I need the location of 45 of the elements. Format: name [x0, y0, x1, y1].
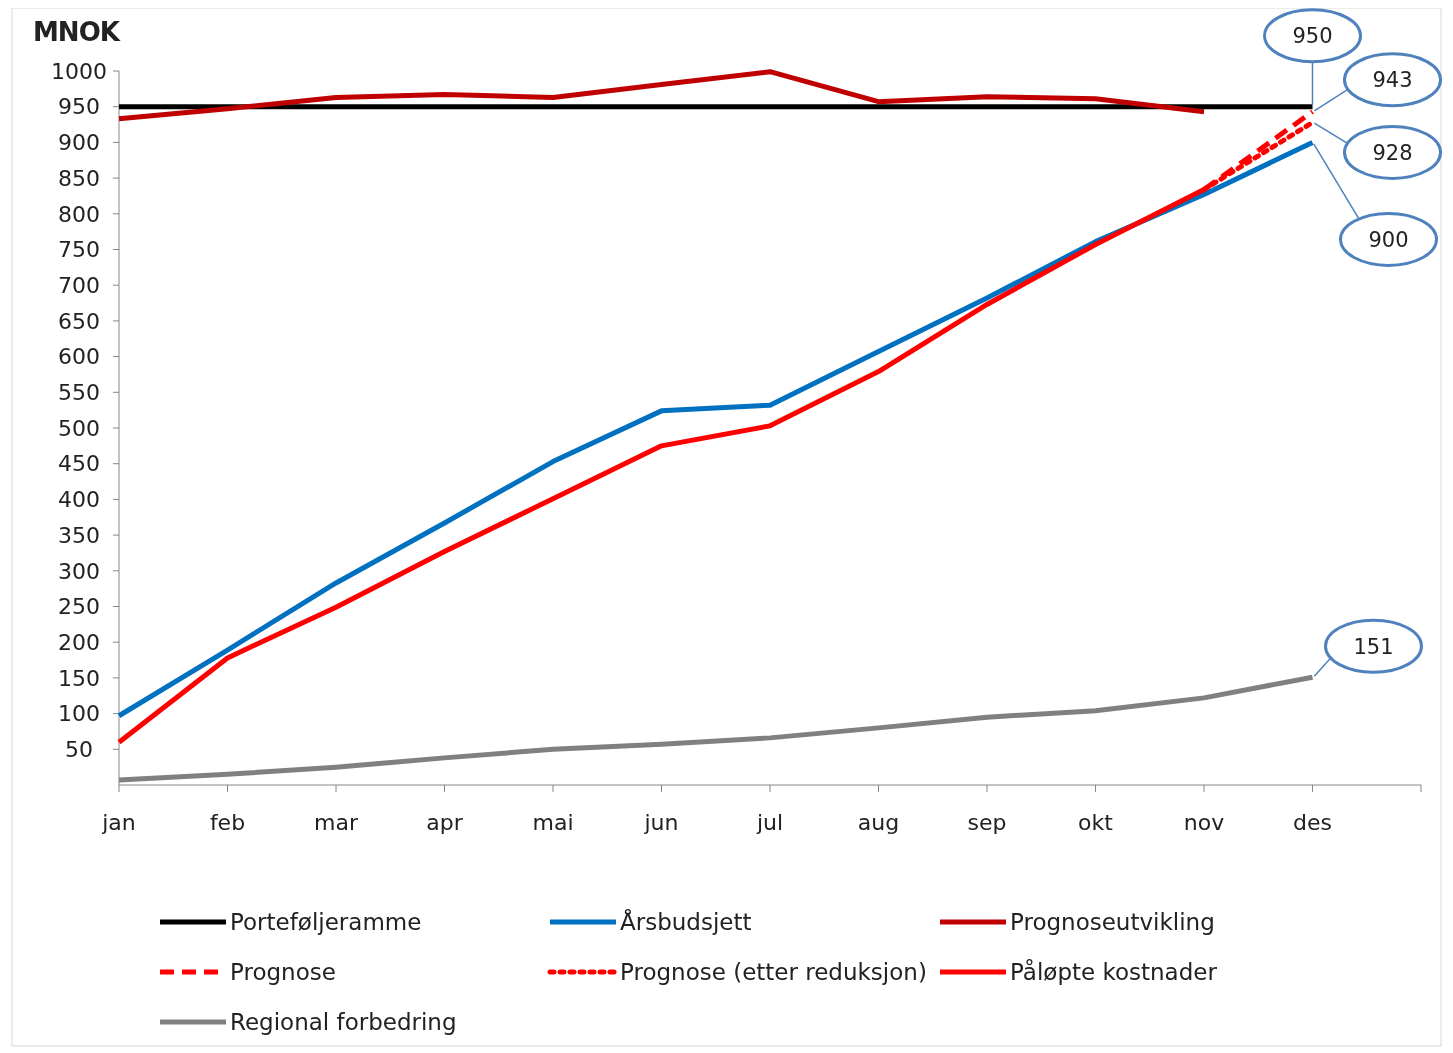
y-tick-label: 900 [58, 130, 100, 156]
y-tick-label: 600 [58, 344, 100, 370]
x-tick-label: feb [209, 810, 246, 835]
legend-label: Påløpte kostnader [1010, 958, 1218, 986]
annotation: 928 [1372, 140, 1413, 165]
legend-label: Prognoseutvikling [1010, 909, 1215, 936]
legend-label: Porteføljeramme [230, 909, 422, 936]
x-tick-label: des [1293, 810, 1332, 835]
y-tick-label: 450 [58, 451, 100, 477]
x-tick-label: aug [857, 810, 900, 835]
x-tick-label: apr [426, 810, 464, 835]
y-tick-label: 50 [65, 737, 93, 762]
x-tick-label: jan [101, 810, 136, 835]
y-tick-label: 500 [58, 415, 100, 441]
y-tick-label: 100 [58, 701, 100, 727]
x-tick-label: jul [755, 810, 784, 835]
x-tick-label: sep [967, 810, 1007, 835]
x-tick-label: nov [1183, 810, 1225, 835]
annotation: 950 [1292, 24, 1333, 49]
y-tick-label: 250 [58, 594, 100, 620]
y-tick-label: 550 [58, 380, 100, 405]
x-tick-label: mar [314, 810, 359, 835]
y-tick-label: 750 [58, 237, 100, 263]
y-tick-label: 200 [58, 629, 100, 655]
legend-label: Prognose (etter reduksjon) [620, 959, 927, 986]
annotation: 943 [1372, 68, 1413, 93]
y-tick-label: 800 [58, 201, 100, 227]
x-tick-label: okt [1078, 810, 1114, 835]
legend-label: Årsbudsjett [620, 908, 752, 936]
y-tick-label: 650 [58, 308, 100, 334]
y-tick-label: 400 [58, 487, 100, 513]
y-axis-title: MNOK [33, 17, 121, 47]
y-tick-label: 300 [58, 558, 100, 584]
y-tick-label: 850 [58, 165, 100, 191]
legend-label: Prognose [230, 959, 336, 986]
y-tick-label: 700 [58, 272, 100, 298]
annotation: 151 [1353, 634, 1394, 659]
y-tick-label: 1000 [51, 58, 107, 84]
x-tick-label: mai [532, 810, 574, 835]
y-tick-label: 950 [58, 94, 100, 120]
y-tick-label: 350 [58, 522, 100, 548]
x-tick-label: jun [643, 810, 679, 835]
legend-label: Regional forbedring [230, 1009, 457, 1036]
annotation: 900 [1368, 227, 1409, 252]
y-tick-label: 150 [58, 665, 100, 691]
